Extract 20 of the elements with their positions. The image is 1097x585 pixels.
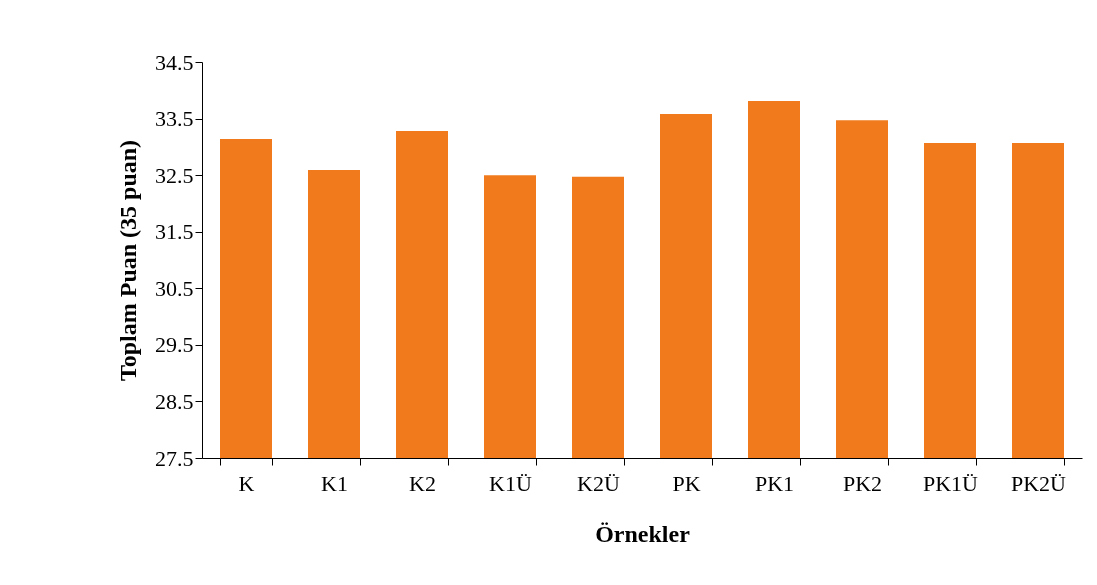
y-tick-label: 31.5: [155, 219, 194, 245]
y-tick-label: 27.5: [155, 445, 194, 471]
x-tick-label: K1Ü: [489, 470, 532, 496]
y-tick-label: 28.5: [155, 388, 194, 414]
x-tick-label: K2Ü: [577, 470, 620, 496]
y-tick-label: 29.5: [155, 332, 194, 358]
x-axis-title: Örnekler: [595, 520, 691, 547]
x-tick-label: PK1Ü: [922, 470, 979, 496]
x-tick-label: PK: [672, 470, 701, 496]
x-tick-label: PK2: [842, 470, 883, 496]
x-tick-label: K1: [321, 470, 348, 496]
x-tick-label: K: [238, 470, 255, 496]
y-tick-label: 32.5: [155, 162, 194, 188]
y-tick-label: 30.5: [155, 275, 194, 301]
x-tick-label: PK1: [754, 470, 795, 496]
y-tick-label: 33.5: [155, 106, 194, 132]
x-tick-label: PK2Ü: [1010, 470, 1067, 496]
y-axis-title: Toplam Puan (35 puan): [115, 139, 141, 382]
y-tick-label: 34.5: [155, 49, 194, 75]
x-tick-label: K2: [409, 470, 436, 496]
